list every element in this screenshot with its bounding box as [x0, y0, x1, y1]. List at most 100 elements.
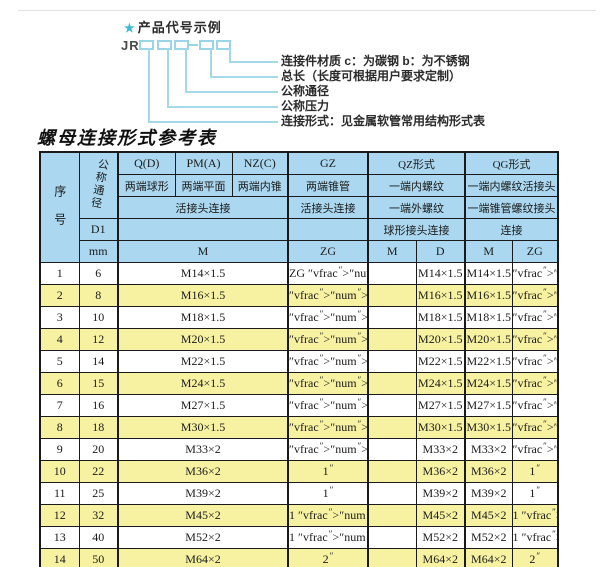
cell-qz-d: M27×1.5 [415, 394, 467, 417]
code-box-5 [216, 40, 231, 50]
product-code-heading-text: 产品代号示例 [137, 20, 222, 35]
cell-gz: ″vfrac″>″num″>3″den″>4″ [287, 416, 369, 439]
cell-qg-m: M22×1.5 [464, 350, 513, 373]
cell-dn: 12 [78, 328, 119, 351]
header-q-type: 两端球形 [117, 174, 176, 197]
cell-gz: 2″ [287, 548, 369, 567]
cell-m: M24×1.5 [117, 372, 289, 395]
cell-gz: 1″ [287, 482, 369, 505]
cell-qg-m: M27×1.5 [464, 394, 513, 417]
cell-qg-m: M30×1.5 [464, 416, 513, 439]
cell-dn: 22 [78, 460, 119, 483]
header-qz: QZ形式 [367, 151, 467, 175]
cell-qg-zg: ″vfrac″>″num″>3″den″>4″ [511, 416, 559, 439]
cell-qz-m [367, 328, 417, 351]
cell-qg-zg: ″vfrac″>″num″>1″den″>2″ [511, 394, 559, 417]
header-qg-zg: ZG [511, 240, 559, 263]
cell-qz-m [367, 394, 417, 417]
code-label-length: 总长（长度可根据用户要求定制） [281, 69, 462, 83]
cell-qg-m: M64×2 [464, 548, 513, 567]
cell-qg-zg: ″vfrac″>″num″>1″den″>4″ [511, 262, 559, 285]
table-row: 11 25 M39×2 1″ M39×2 M39×2 1″ [39, 482, 559, 505]
header-seq: 序号 [39, 151, 80, 263]
header-gz: GZ [287, 151, 369, 175]
cell-qg-m: M45×2 [464, 504, 513, 527]
cell-seq: 10 [39, 460, 80, 483]
cell-m: M52×2 [117, 526, 289, 549]
cell-qz-d: M52×2 [415, 526, 467, 549]
cell-qz-m [367, 548, 417, 567]
cell-qz-d: M22×1.5 [415, 350, 467, 373]
cell-m: M64×2 [117, 548, 289, 567]
cell-seq: 11 [39, 482, 80, 505]
connector-line-pressure [167, 48, 278, 108]
cell-qz-m [367, 460, 417, 483]
header-qz-type2: 一端外螺纹 [367, 196, 467, 219]
cell-dn: 6 [78, 262, 119, 285]
cell-qz-d: M36×2 [415, 460, 467, 483]
cell-qg-zg: ″vfrac″>″num″>1″den″>2″ [511, 328, 559, 351]
cell-qg-zg: 1″ [511, 482, 559, 505]
cell-dn: 15 [78, 372, 119, 395]
cell-gz: ″vfrac″>″num″>3″den″>8″ [287, 306, 369, 329]
cell-seq: 8 [39, 416, 80, 439]
cell-qg-zg: 1 ″vfrac″>″num″>1″den″>2″ [511, 526, 559, 549]
cell-qg-m: M20×1.5 [464, 328, 513, 351]
cell-qz-m [367, 438, 417, 461]
table-row: 818M30×1.5″vfrac″>″num″>3″den″>4″M30×1.5… [39, 416, 559, 439]
cell-m: M27×1.5 [117, 394, 289, 417]
cell-qz-m [367, 526, 417, 549]
cell-dn: 18 [78, 416, 119, 439]
cell-qz-d: M18×1.5 [415, 306, 467, 329]
cell-gz: ″vfrac″>″num″>3″den″>8″ [287, 284, 369, 307]
table-row: 615M24×1.5″vfrac″>″num″>1″den″>2″M24×1.5… [39, 372, 559, 395]
header-gz-connection: 活接头连接 [287, 196, 369, 219]
cell-seq: 4 [39, 328, 80, 351]
cell-seq: 9 [39, 438, 80, 461]
cell-gz: ″vfrac″>″num″>3″den″>4″ [287, 438, 369, 461]
code-box-2 [157, 40, 172, 50]
header-qz-connection: 球形接头连接 [367, 218, 467, 241]
cell-qz-d: M14×1.5 [415, 262, 467, 285]
cell-qz-d: M39×2 [415, 482, 467, 505]
header-nz: NZ(C) [231, 151, 289, 175]
code-label-form: 连接形式：见金属软管常用结构形式表 [281, 114, 486, 128]
connector-line-length [210, 48, 278, 78]
connector-line-form [148, 48, 278, 123]
cell-seq: 6 [39, 372, 80, 395]
cell-gz: ″vfrac″>″num″>1″den″>2″ [287, 372, 369, 395]
cell-gz: ″vfrac″>″num″>1″den″>2″ [287, 350, 369, 373]
code-box-1 [139, 40, 154, 50]
code-label-material: 连接件材质 c：为碳钢 b：为不锈钢 [281, 54, 470, 68]
cell-m: M20×1.5 [117, 328, 289, 351]
cell-qz-m [367, 372, 417, 395]
header-gz-type: 两端锥管 [287, 174, 369, 197]
cell-m: M30×1.5 [117, 416, 289, 439]
header-zg: ZG [287, 240, 369, 263]
cell-gz: ″vfrac″>″num″>1″den″>2″ [287, 394, 369, 417]
cell-qg-m: M36×2 [464, 460, 513, 483]
header-qg-type2: 一端锥管螺纹接头 [464, 196, 559, 219]
table-row: 920M33×2″vfrac″>″num″>3″den″>4″M33×2M33×… [39, 438, 559, 461]
header-qg-connection: 连接 [464, 218, 559, 241]
cell-qz-d: M24×1.5 [415, 372, 467, 395]
cell-qz-d: M45×2 [415, 504, 467, 527]
cell-m: M14×1.5 [117, 262, 289, 285]
code-label-pressure: 公称压力 [281, 99, 330, 113]
cell-m: M39×2 [117, 482, 289, 505]
cell-seq: 7 [39, 394, 80, 417]
cell-qz-d: M30×1.5 [415, 416, 467, 439]
product-code-heading: ★ 产品代号示例 [124, 17, 222, 36]
code-dash [188, 44, 198, 46]
cell-m: M16×1.5 [117, 284, 289, 307]
cell-qg-zg: 1 ″vfrac″>″num″>1″den″>4″ [511, 504, 559, 527]
cell-seq: 12 [39, 504, 80, 527]
cell-qg-zg: ″vfrac″>″num″>3″den″>8″ [511, 284, 559, 307]
cell-seq: 14 [39, 548, 80, 567]
cell-dn: 50 [78, 548, 119, 567]
cell-m: M33×2 [117, 438, 289, 461]
